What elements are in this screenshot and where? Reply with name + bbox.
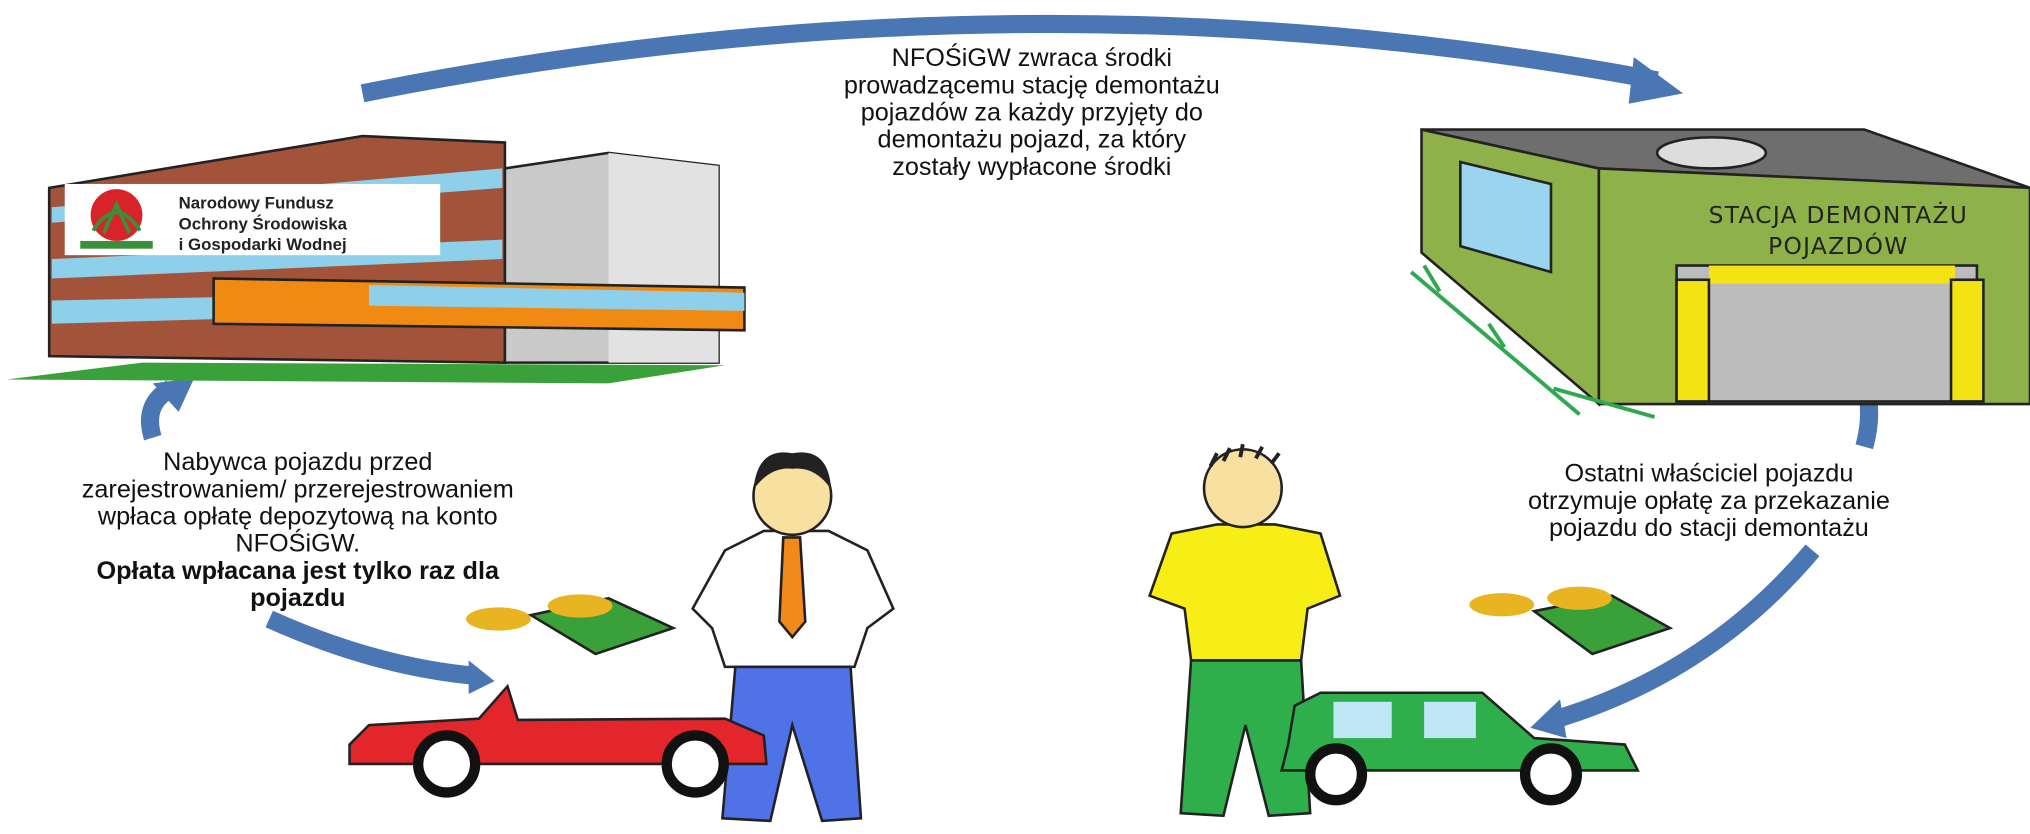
car-window	[1333, 702, 1391, 738]
wheel	[667, 735, 724, 792]
arrow-head	[469, 660, 495, 694]
note-line: zostały wypłacone środki	[892, 153, 1171, 181]
coin	[548, 594, 613, 617]
sign-line: STACJA DEMONTAŻU	[1709, 201, 1968, 229]
wheel	[1525, 748, 1577, 800]
diagram: NFOŚiGW zwraca środkiprowadzącemu stację…	[0, 0, 2030, 834]
station-vent	[1657, 137, 1766, 168]
note-line: Ostatni właściciel pojazdu	[1564, 460, 1853, 488]
sign-line: POJAZDÓW	[1768, 232, 1908, 260]
fund-logo-base	[80, 241, 152, 249]
note-line: NFOŚiGW.	[235, 528, 360, 558]
note-line: otrzymuje opłatę za przekazanie	[1528, 487, 1890, 515]
car-window	[1424, 702, 1476, 738]
door-frame	[1709, 266, 1955, 284]
fund-logo	[91, 189, 143, 241]
door-frame	[1677, 280, 1709, 402]
page: NFOŚiGW zwraca środkiprowadzącemu stację…	[0, 0, 2030, 834]
coin	[1469, 593, 1534, 616]
station-side	[1422, 130, 1599, 404]
note-line: zarejestrowaniem/ przerejestrowaniem	[82, 475, 514, 503]
note-bold-line: Opłata wpłacana jest tylko raz dla	[97, 557, 500, 585]
wheel	[418, 735, 475, 792]
arrow-head	[1629, 57, 1683, 104]
note-line: demontażu pojazd, za który	[878, 126, 1187, 154]
door-frame	[1951, 280, 1983, 402]
note-line: pojazdu do stacji demontażu	[1549, 514, 1869, 542]
coin	[1547, 587, 1612, 610]
sign-line: Ochrony Środowiska	[179, 214, 348, 233]
building-block	[608, 153, 718, 363]
note-line: pojazdów za każdy przyjęty do	[861, 99, 1203, 127]
sign-line: i Gospodarki Wodnej	[179, 235, 347, 254]
shirt	[1150, 524, 1340, 660]
head	[1204, 449, 1282, 527]
note-line: wpłaca opłatę depozytową na konto	[97, 502, 498, 530]
note-line: Nabywca pojazdu przed	[163, 448, 432, 476]
arrow-buyer	[269, 619, 476, 676]
sign-line: Narodowy Fundusz	[179, 194, 334, 213]
station-door	[1677, 266, 1977, 402]
coin	[466, 607, 531, 630]
note-line: prowadzącemu stację demontażu	[844, 71, 1220, 99]
tie	[779, 537, 805, 637]
note-line: NFOŚiGW zwraca środki	[892, 42, 1172, 72]
wheel	[1310, 748, 1362, 800]
note-bold-line: pojazdu	[250, 584, 345, 612]
ground	[6, 363, 725, 384]
arrow-head	[1530, 699, 1566, 738]
